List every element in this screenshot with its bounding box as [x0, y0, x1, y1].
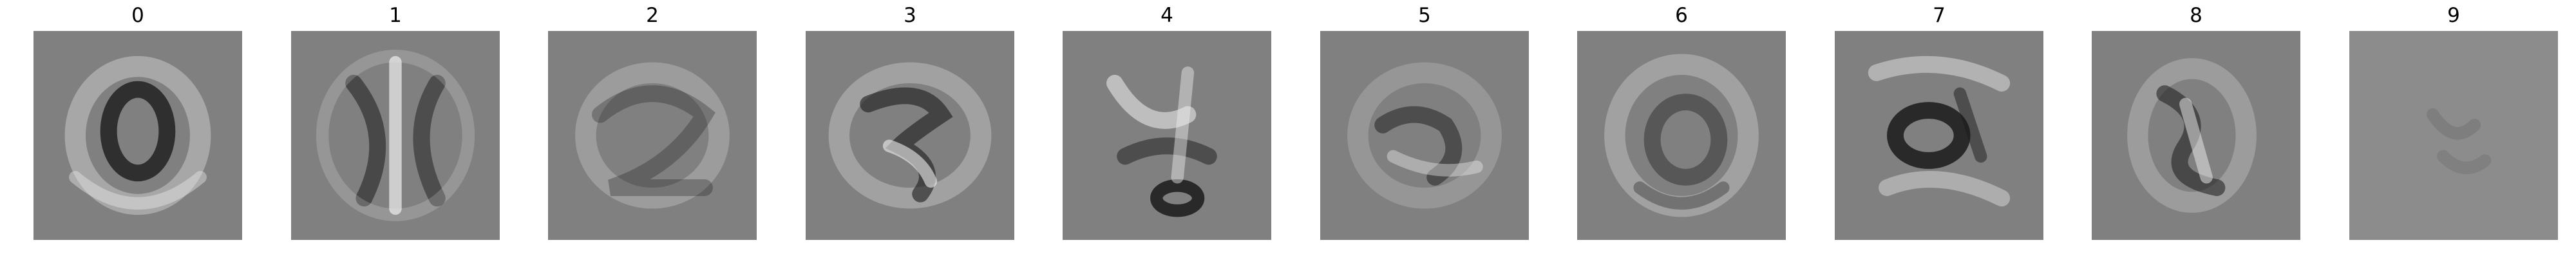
panel-title: 7 — [1835, 0, 2043, 31]
weight-image — [1063, 31, 1271, 240]
weight-image — [2092, 31, 2300, 240]
panel-title: 8 — [2092, 0, 2300, 31]
weight-image — [548, 31, 757, 240]
panel-title: 5 — [1320, 0, 1529, 31]
panel-title: 0 — [33, 0, 242, 31]
weight-image — [1835, 31, 2043, 240]
panel-digit-3: 3 — [806, 0, 1014, 258]
panel-digit-7: 7 — [1835, 0, 2043, 258]
panel-digit-0: 0 — [33, 0, 242, 258]
panel-title: 4 — [1063, 0, 1271, 31]
panel-title: 1 — [291, 0, 500, 31]
panel-digit-8: 8 — [2092, 0, 2300, 258]
panel-title: 6 — [1577, 0, 1786, 31]
weight-image — [1320, 31, 1529, 240]
weight-image — [291, 31, 500, 240]
panel-digit-4: 4 — [1063, 0, 1271, 258]
panel-digit-9: 9 — [2349, 0, 2558, 258]
panel-title: 3 — [806, 0, 1014, 31]
weight-image — [33, 31, 242, 240]
weight-image — [1577, 31, 1786, 240]
panel-digit-2: 2 — [548, 0, 757, 258]
panel-digit-5: 5 — [1320, 0, 1529, 258]
panel-title: 2 — [548, 0, 757, 31]
weight-image — [2349, 31, 2558, 240]
panel-title: 9 — [2349, 0, 2558, 31]
panel-digit-1: 1 — [291, 0, 500, 258]
panel-digit-6: 6 — [1577, 0, 1786, 258]
weight-image — [806, 31, 1014, 240]
